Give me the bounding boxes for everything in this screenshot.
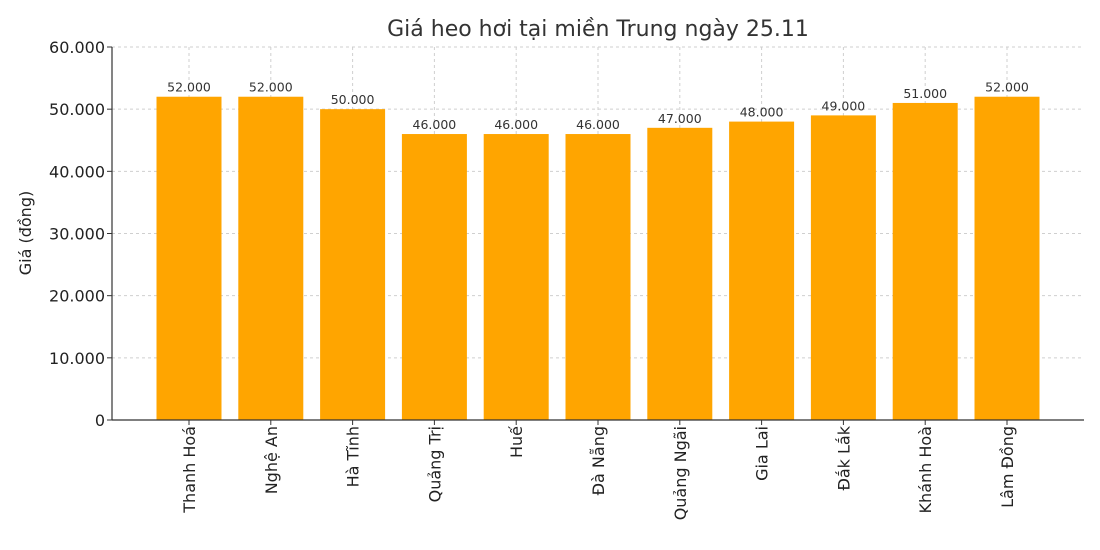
bar	[729, 121, 795, 420]
bars	[156, 96, 1040, 421]
bar-value-label: 46.000	[413, 117, 457, 132]
bar	[565, 134, 631, 421]
bar	[810, 115, 876, 420]
bar	[483, 134, 549, 421]
y-tick-label: 40.000	[49, 162, 105, 181]
bar	[401, 134, 467, 421]
bar	[156, 96, 222, 420]
y-tick-labels: 0 10.000 20.000 30.000 40.000 50.000 60.000	[49, 38, 112, 430]
bar-value-label: 47.000	[658, 111, 702, 126]
x-tick-labels: Thanh Hoá Nghệ An Hà Tĩnh Quảng Trị Huế Đà Nẵ…	[180, 420, 1017, 520]
bar-value-label: 49.000	[822, 98, 866, 113]
bar	[320, 109, 386, 421]
x-tick-label: Gia Lai	[753, 426, 772, 481]
bar-value-label: 51.000	[903, 86, 947, 101]
bar-value-label: 52.000	[249, 80, 293, 95]
x-tick-label: Hà Tĩnh	[344, 426, 363, 487]
bar	[974, 96, 1040, 420]
bar-value-label: 52.000	[167, 80, 211, 95]
bar-value-label: 46.000	[494, 117, 538, 132]
bar	[647, 127, 713, 421]
bar-value-label: 46.000	[576, 117, 620, 132]
bar	[238, 96, 304, 420]
chart-title: Giá heo hơi tại miền Trung ngày 25.11	[387, 17, 809, 42]
y-axis-label: Giá (đồng)	[16, 191, 35, 275]
bar-value-label: 52.000	[985, 80, 1029, 95]
y-tick-label: 60.000	[49, 38, 105, 57]
x-tick-label: Đắk Lắk	[834, 425, 853, 490]
x-tick-label: Khánh Hoà	[916, 426, 935, 513]
y-tick-label: 20.000	[49, 287, 105, 306]
bar-value-label: 48.000	[740, 105, 784, 120]
bar-value-label: 50.000	[331, 92, 375, 107]
y-tick-label: 30.000	[49, 225, 105, 244]
x-tick-label: Huế	[507, 426, 526, 458]
data-labels: 52.000 52.000 50.000 46.000 46.000 46.000 47.0…	[167, 80, 1029, 132]
x-tick-label: Đà Nẵng	[589, 426, 608, 495]
x-tick-label: Thanh Hoá	[180, 426, 199, 514]
y-tick-label: 0	[95, 411, 105, 430]
x-tick-label: Quảng Ngãi	[671, 426, 690, 520]
y-tick-label: 50.000	[49, 100, 105, 119]
bar	[892, 102, 958, 420]
x-tick-label: Lâm Đồng	[998, 426, 1017, 508]
x-tick-label: Quảng Trị	[425, 426, 444, 502]
x-tick-label: Nghệ An	[262, 426, 281, 494]
y-tick-label: 10.000	[49, 349, 105, 368]
